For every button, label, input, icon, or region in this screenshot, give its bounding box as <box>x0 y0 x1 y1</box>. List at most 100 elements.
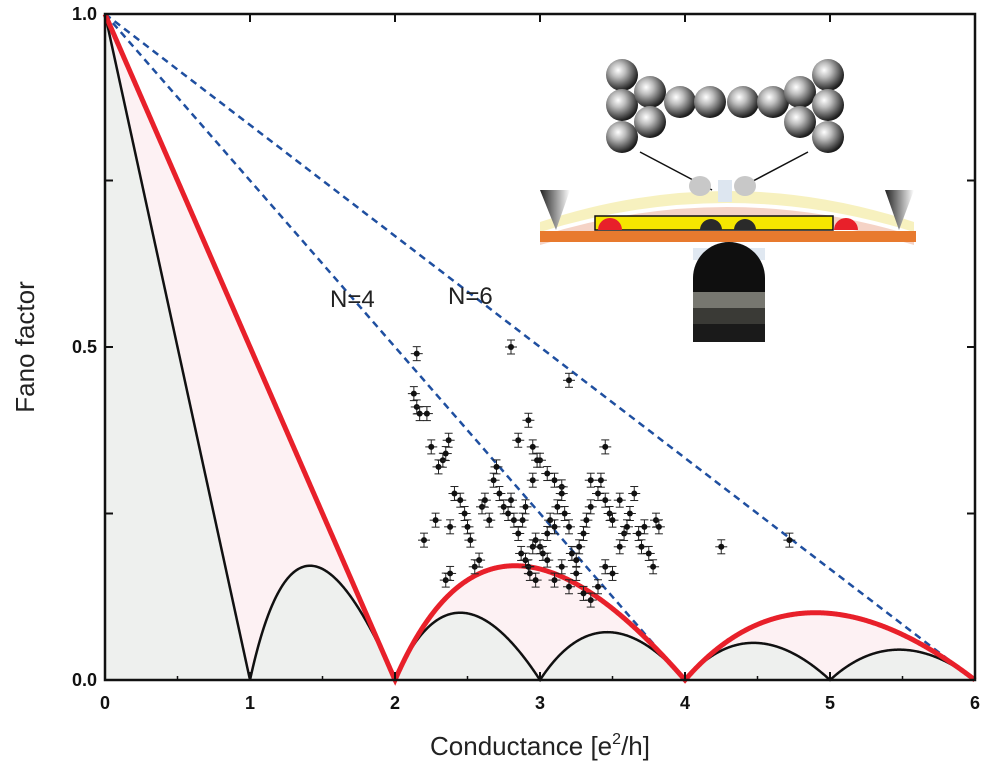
data-point-marker <box>534 457 541 464</box>
data-point <box>512 525 525 541</box>
data-point-marker <box>595 490 601 497</box>
data-point <box>407 386 420 402</box>
n4-line <box>104 13 686 681</box>
data-point-marker <box>551 523 558 530</box>
data-point-marker <box>609 570 616 577</box>
axes: 0 1 2 3 4 5 6 0.0 0.5 1.0 <box>72 4 980 713</box>
data-point-marker <box>515 530 522 537</box>
data-point <box>410 346 423 362</box>
inset-illustration <box>540 59 916 342</box>
data-point <box>515 545 528 561</box>
data-point <box>647 559 660 575</box>
data-point-marker <box>508 497 514 504</box>
data-point-marker <box>587 597 594 604</box>
data-point <box>548 572 561 588</box>
data-point <box>516 512 529 528</box>
data-point <box>458 506 471 521</box>
data-point-marker <box>481 497 488 504</box>
data-point-marker <box>602 443 609 450</box>
data-point-marker <box>525 417 532 424</box>
data-point <box>584 472 597 488</box>
data-point <box>468 559 481 575</box>
data-point <box>570 565 583 581</box>
data-point-marker <box>616 543 623 550</box>
n6-line <box>104 13 976 681</box>
data-point-marker <box>496 490 503 497</box>
data-point-marker <box>580 530 587 537</box>
data-point-marker <box>631 490 638 497</box>
data-point-marker <box>490 477 497 484</box>
data-point-marker <box>645 550 652 557</box>
data-point <box>544 512 557 528</box>
data-point <box>628 486 641 502</box>
data-point-marker <box>566 377 572 384</box>
molecule-icon <box>606 59 844 153</box>
x-tick-label: 3 <box>535 693 545 713</box>
data-point-marker <box>519 517 526 524</box>
data-point <box>623 506 636 521</box>
data-point-marker <box>457 497 464 504</box>
data-point <box>584 592 597 608</box>
data-point <box>478 492 491 508</box>
data-point-marker <box>421 537 427 544</box>
data-point <box>642 545 655 561</box>
data-point-marker <box>554 503 561 510</box>
data-point-marker <box>486 517 493 524</box>
data-point <box>555 486 568 502</box>
data-point <box>444 519 457 535</box>
data-point <box>531 452 544 468</box>
data-point-marker <box>609 517 616 524</box>
data-point-marker <box>638 543 645 550</box>
data-point <box>454 492 467 508</box>
data-point-marker <box>718 543 725 550</box>
data-point-marker <box>532 537 539 544</box>
data-point <box>592 579 604 595</box>
data-point <box>558 506 571 521</box>
data-point-marker <box>451 490 458 497</box>
data-point <box>413 406 426 422</box>
data-point <box>429 512 442 528</box>
data-point-marker <box>529 477 536 484</box>
data-point <box>638 519 651 535</box>
data-point <box>519 499 532 515</box>
data-point <box>487 472 500 488</box>
data-point-marker <box>539 550 546 557</box>
data-point-marker <box>626 510 633 517</box>
data-point-marker <box>476 557 483 564</box>
data-point-marker <box>558 490 565 497</box>
data-point-marker <box>467 537 474 544</box>
data-point-marker <box>505 510 512 517</box>
data-point <box>493 486 506 502</box>
data-point <box>584 499 597 515</box>
y-axis-title: Fano factor <box>10 281 40 413</box>
data-point-marker <box>464 523 471 530</box>
data-point <box>418 532 430 548</box>
data-point-marker <box>471 563 478 570</box>
data-point-marker <box>566 523 572 530</box>
data-point <box>577 525 590 541</box>
data-point-marker <box>544 470 551 477</box>
annotation-n4: N=4 <box>330 286 375 313</box>
data-point-marker <box>587 503 594 510</box>
data-point-marker <box>442 577 449 584</box>
x-tick-label: 5 <box>825 693 835 713</box>
data-point <box>783 532 796 548</box>
data-point <box>555 559 568 575</box>
data-point-marker <box>445 437 452 444</box>
data-point-marker <box>522 503 529 510</box>
y-tick-label: 0.0 <box>72 670 97 690</box>
data-point-marker <box>558 563 565 570</box>
data-point-marker <box>547 517 554 524</box>
data-point <box>461 519 474 535</box>
data-point-marker <box>580 590 587 597</box>
data-point <box>420 406 433 422</box>
data-point <box>505 492 517 508</box>
data-point-marker <box>583 517 590 524</box>
data-point-marker <box>529 443 536 450</box>
left-tip-icon <box>540 190 570 230</box>
data-point <box>444 565 457 581</box>
data-point <box>606 512 619 528</box>
data-point-marker <box>413 350 420 357</box>
data-point-marker <box>635 530 642 537</box>
